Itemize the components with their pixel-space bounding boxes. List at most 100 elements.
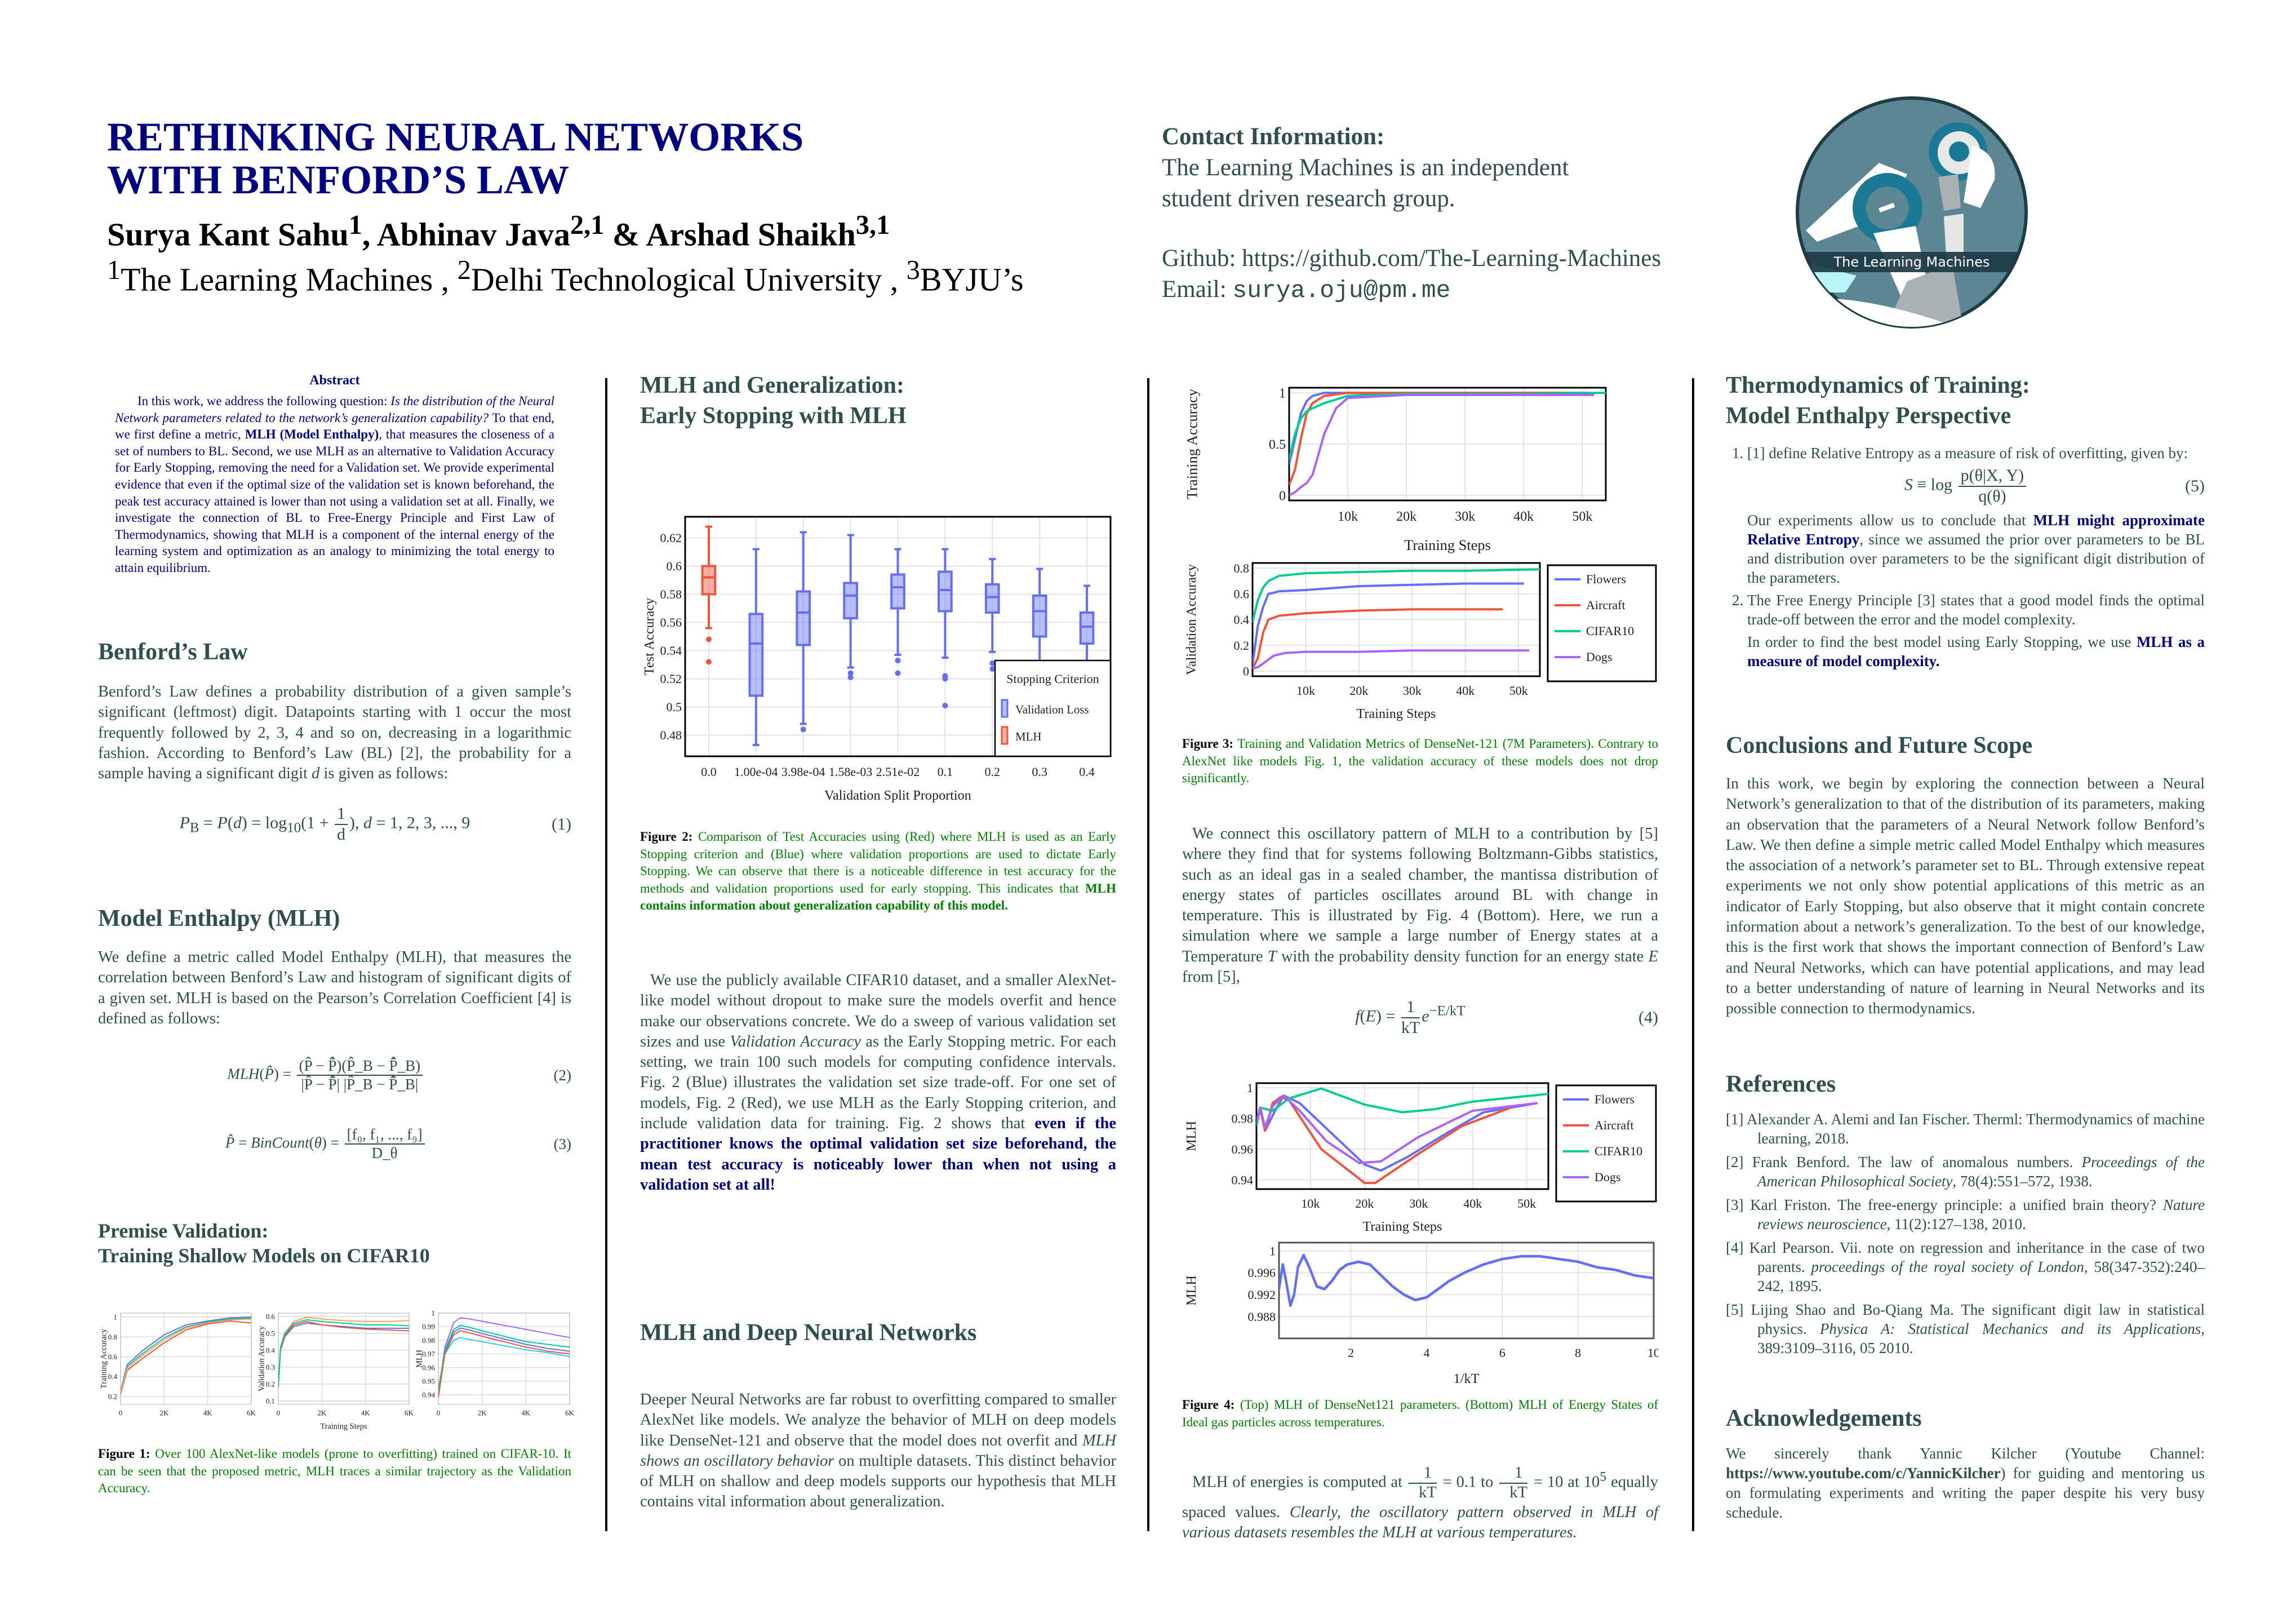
y-tick-label: 1 — [432, 1309, 436, 1318]
text-run: d — [312, 765, 320, 783]
y-tick-label: 0.6 — [667, 559, 682, 573]
equation-number: (2) — [553, 1066, 571, 1084]
section-heading: Premise Validation: Training Shallow Mod… — [98, 1218, 571, 1268]
box — [701, 565, 717, 596]
equation-1: PB = P(d) = log10(1 + 1 d), d = 1, 2, 3, … — [98, 804, 571, 844]
x-axis-label: Training Steps — [1363, 1219, 1442, 1234]
plot-frame — [1278, 1241, 1655, 1340]
text-run: P — [217, 813, 228, 832]
column-divider — [605, 378, 607, 1531]
x-tick-label: 40k — [1513, 509, 1534, 524]
box — [748, 613, 764, 697]
x-tick-label: 2K — [159, 1409, 169, 1417]
legend: Flowers Aircraft CIFAR10 Dogs — [1547, 564, 1657, 682]
text-run: We connect this oscillatory pattern of M… — [1182, 825, 1658, 965]
x-tick-label: 50k — [1517, 1196, 1536, 1210]
text-run: , Abhinav Java — [362, 216, 570, 253]
text-run: Comparison of Test Accuracies using (Red… — [640, 830, 1116, 895]
box — [984, 583, 1000, 614]
plot-area — [1289, 392, 1606, 496]
text-run: = 1, 2, 3, ..., 9 — [372, 813, 470, 832]
equation-expression: PB = P(d) = log10(1 + 1 d), d = 1, 2, 3, … — [98, 804, 552, 844]
x-tick-label: 10k — [1296, 684, 1315, 698]
text-run: In this work, we begin by exploring the … — [1726, 774, 2205, 1017]
plot-area — [701, 525, 1095, 746]
text-run: [4] Karl Pearson. Vii. note on regressio… — [1726, 1239, 2205, 1275]
title-line: RETHINKING NEURAL NETWORKS — [107, 114, 804, 159]
text-run: https://www.youtube.com/c/YannicKilcher — [1726, 1465, 2001, 1482]
y-axis-label: MLH — [1184, 1121, 1199, 1151]
text-run: is given as follows: — [319, 765, 448, 783]
poster-title: RETHINKING NEURAL NETWORKS WITH BENFORD’… — [107, 116, 803, 201]
x-tick-label: 0 — [437, 1409, 441, 1417]
series-line — [1256, 1094, 1538, 1164]
benford-section: Benford’s Law Benford’s Law defines a pr… — [98, 637, 571, 844]
text-run: = — [199, 813, 217, 832]
x-tick-label: 0 — [277, 1409, 281, 1417]
equation-number: (4) — [1638, 1008, 1658, 1027]
box — [938, 570, 953, 613]
series-line — [1253, 649, 1530, 670]
energies-paragraph: MLH of energies is computed at 1 kT = 0.1… — [1182, 1464, 1658, 1543]
text-run: = — [234, 1134, 251, 1151]
text-run: ) = — [321, 1134, 343, 1151]
text-run: MLH (Model Enthalpy) — [245, 427, 379, 442]
y-tick-label: 0.4 — [266, 1346, 276, 1355]
legend-label: Flowers — [1595, 1092, 1635, 1106]
y-tick-label: 0.8 — [108, 1333, 117, 1341]
figure-2-caption: Figure 2: Comparison of Test Accuracies … — [640, 828, 1116, 915]
text-run: Our experiments allow us to conclude tha… — [1747, 512, 2033, 529]
x-tick-label: 2K — [478, 1409, 487, 1417]
y-tick-label: 0.6 — [108, 1353, 118, 1361]
generalization-section: MLH and Generalization: Early Stopping w… — [640, 370, 1113, 431]
fraction: (P̂ − P̂̄)(P̂_B − P̂̄_B) |P̂ − P̂̄| |P̂_B… — [296, 1057, 423, 1093]
heading-line: MLH and Generalization: — [640, 373, 904, 398]
text-run: , since we assumed the prior over parame… — [1747, 531, 2205, 586]
text-run: We use the publicly available CIFAR10 da… — [640, 972, 1116, 1050]
github-link[interactable]: Github: https://github.com/The-Learning-… — [1162, 245, 1662, 272]
chart-svg: 0.94 0.95 0.96 0.97 0.98 0.99 1 0 2K 4K 6K MLH — [415, 1309, 574, 1417]
equation-expression: P̂ = BinCount(θ) = [f₀, f₁, ..., f₉] D_θ — [98, 1126, 554, 1162]
x-tick-label: 6K — [565, 1409, 574, 1417]
legend-label: CIFAR10 — [1595, 1144, 1642, 1158]
series-line — [1256, 1094, 1538, 1172]
x-tick-label: 0 — [119, 1409, 123, 1417]
y-axis-label: MLH — [415, 1350, 424, 1368]
legend-label: Validation Loss — [1015, 703, 1089, 716]
y-axis-label: Training Accuracy — [1183, 388, 1200, 499]
email-link[interactable]: surya.oju@pm.me — [1232, 277, 1451, 304]
column-divider — [1692, 378, 1694, 1531]
y-tick-label: 0.6 — [1234, 587, 1250, 601]
heading-line: Early Stopping with MLH — [640, 403, 907, 429]
text-run: E — [1648, 947, 1658, 965]
abstract-text: In this work, we address the following q… — [115, 393, 554, 577]
text-run: Nature reviews neuroscience — [1757, 1196, 2205, 1232]
contact-information: Contact Information: The Learning Machin… — [1162, 121, 1725, 306]
section-heading: References — [1726, 1071, 1836, 1097]
equation-number: (1) — [552, 814, 571, 833]
y-tick-label: 1 — [1269, 1244, 1276, 1258]
list-item: [1] define Relative Entropy as a measure… — [1747, 444, 2205, 587]
reference-item: [3] Karl Friston. The free-energy princi… — [1726, 1195, 2205, 1234]
y-tick-label: 0.4 — [1234, 613, 1250, 627]
y-tick-label: 0.48 — [660, 728, 682, 742]
series-line — [121, 1316, 251, 1392]
y-tick-label: 0.6 — [266, 1312, 276, 1321]
cifar-paragraph: We use the publicly available CIFAR10 da… — [640, 970, 1116, 1195]
series-line — [1253, 608, 1503, 669]
oscillation-paragraph: We connect this oscillatory pattern of M… — [1182, 824, 1658, 987]
text-run: MLH contains information about generaliz… — [640, 881, 1116, 913]
x-tick-label: 50k — [1509, 684, 1528, 698]
x-axis-label: Training Steps — [320, 1422, 367, 1431]
outlier-point — [705, 659, 712, 665]
fraction: 1 kT — [1409, 1464, 1437, 1502]
text-run: S — [1904, 475, 1913, 494]
y-tick-label: 0.996 — [1248, 1266, 1276, 1280]
series-line — [121, 1317, 251, 1393]
series-line — [1289, 392, 1606, 460]
list-item-text: In order to find the best model using Ea… — [1747, 632, 2205, 671]
x-tick-label: 4K — [521, 1409, 531, 1417]
text-run: ) = — [273, 1065, 295, 1083]
x-tick-label: 6 — [1499, 1346, 1505, 1360]
conclusions-text: In this work, we begin by exploring the … — [1726, 773, 2205, 1019]
